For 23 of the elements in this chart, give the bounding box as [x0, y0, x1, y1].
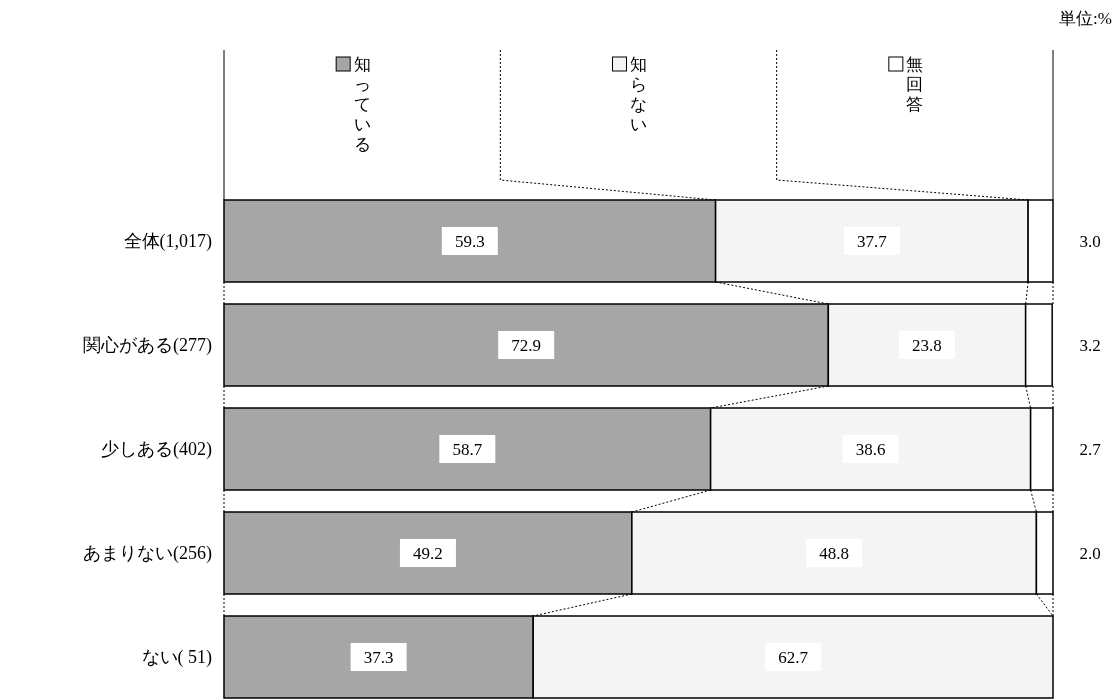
data-label: 3.2 [1079, 335, 1101, 355]
y-tick-label: ない( 51) [141, 647, 212, 668]
data-label: 59.3 [454, 231, 485, 251]
data-label: 37.3 [363, 647, 394, 667]
data-label: 3.0 [1079, 231, 1101, 251]
y-tick-label: あまりない(256) [83, 543, 212, 564]
legend-label: 知らない [630, 55, 647, 134]
data-label: 62.7 [778, 647, 809, 667]
data-label: 49.2 [413, 543, 443, 563]
data-label: 2.0 [1079, 543, 1101, 563]
y-tick-label: 関心がある(277) [83, 335, 212, 356]
data-label: 58.7 [452, 439, 483, 459]
data-label: 23.8 [912, 335, 942, 355]
y-tick-label: 少しある(402) [101, 439, 212, 460]
legend-label: 無回答 [906, 55, 924, 114]
data-label: 37.7 [856, 231, 888, 251]
data-label: 72.9 [511, 335, 542, 355]
y-tick-label: 全体(1,017) [123, 231, 212, 252]
data-label: 38.6 [855, 439, 886, 459]
text: 単位:% [1059, 9, 1112, 28]
data-label: 48.8 [819, 543, 850, 563]
data-label: 2.7 [1079, 439, 1102, 459]
legend-label: 知っている [353, 55, 371, 154]
